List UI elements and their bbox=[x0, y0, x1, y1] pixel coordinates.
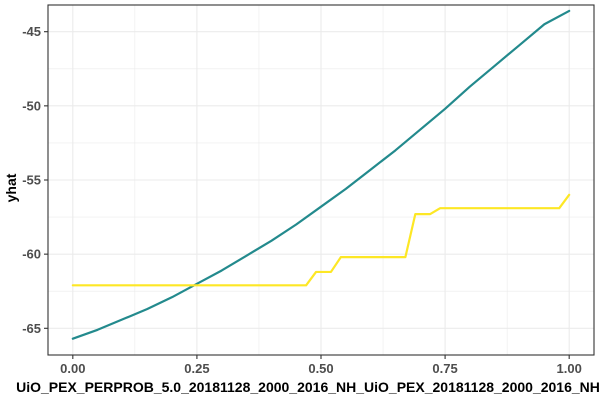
y-tick-label: -50 bbox=[22, 98, 41, 113]
x-axis-title: UiO_PEX_PERPROB_5.0_20181128_2000_2016_N… bbox=[16, 379, 600, 395]
series-layer bbox=[71, 9, 571, 340]
x-tick-label: 0.50 bbox=[308, 361, 333, 376]
major-gridlines bbox=[48, 5, 594, 355]
y-axis-title: yhat bbox=[3, 173, 19, 202]
x-tick-label: 0.25 bbox=[184, 361, 209, 376]
x-axis-ticks: 0.00 0.25 0.50 0.75 1.00 bbox=[60, 355, 582, 376]
y-tick-label: -60 bbox=[22, 247, 41, 262]
y-axis-ticks: -65 -60 -55 -50 -45 bbox=[22, 24, 48, 336]
x-tick-label: 0.75 bbox=[432, 361, 457, 376]
y-tick-label: -65 bbox=[22, 321, 41, 336]
x-tick-label: 1.00 bbox=[557, 361, 582, 376]
series-line-2 bbox=[71, 193, 571, 287]
y-tick-label: -45 bbox=[22, 24, 41, 39]
x-tick-label: 0.00 bbox=[60, 361, 85, 376]
series-line-1 bbox=[71, 9, 571, 340]
y-tick-label: -55 bbox=[22, 173, 41, 188]
